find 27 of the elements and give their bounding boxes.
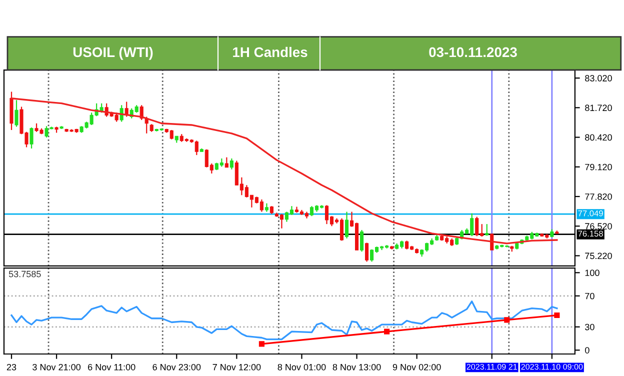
x-tick-label: 2023.11.10 09:00 bbox=[521, 364, 583, 370]
x-tick-label: 9 Nov 02:00 bbox=[392, 364, 441, 370]
y-tick-label: 30 bbox=[585, 324, 594, 330]
x-tick-label: 7 Nov 12:00 bbox=[212, 364, 261, 370]
text: 03-10.11.2023 bbox=[429, 47, 517, 58]
x-tick-label: 3 Nov 21:00 bbox=[32, 364, 81, 370]
chart-subtitle: 1H Candles bbox=[233, 46, 308, 58]
annotation: 53.7585 bbox=[8, 270, 41, 278]
y-tick-label: 81.720 bbox=[585, 104, 612, 112]
chart-title: USOIL (WTI) bbox=[73, 46, 153, 60]
x-tick-label: 8 Nov 13:00 bbox=[332, 364, 381, 370]
x-tick-label: 2023.11.09 21 bbox=[466, 364, 517, 370]
y-tick-label: 77.820 bbox=[585, 193, 612, 200]
x-tick-label: 8 Nov 01:00 bbox=[278, 364, 326, 370]
y-tick-label: 100 bbox=[585, 270, 600, 276]
x-tick-label: 6 Nov 23:00 bbox=[152, 364, 201, 370]
y-tick-label: 75.220 bbox=[585, 252, 612, 260]
y-tick-label: 83.020 bbox=[585, 75, 612, 82]
y-tick-label: 0 bbox=[585, 347, 590, 354]
x-tick-label: 23 bbox=[6, 364, 16, 370]
ref-line-label: 77.049 bbox=[578, 210, 603, 216]
y-tick-label: 79.120 bbox=[585, 164, 612, 170]
x-tick-label: 6 Nov 11:00 bbox=[88, 364, 136, 370]
y-tick-label: 70 bbox=[585, 292, 594, 300]
y-tick-label: 80.420 bbox=[585, 134, 612, 141]
y-tick-label: 76.520 bbox=[585, 223, 612, 230]
ref-line-label: 76.158 bbox=[578, 230, 603, 237]
